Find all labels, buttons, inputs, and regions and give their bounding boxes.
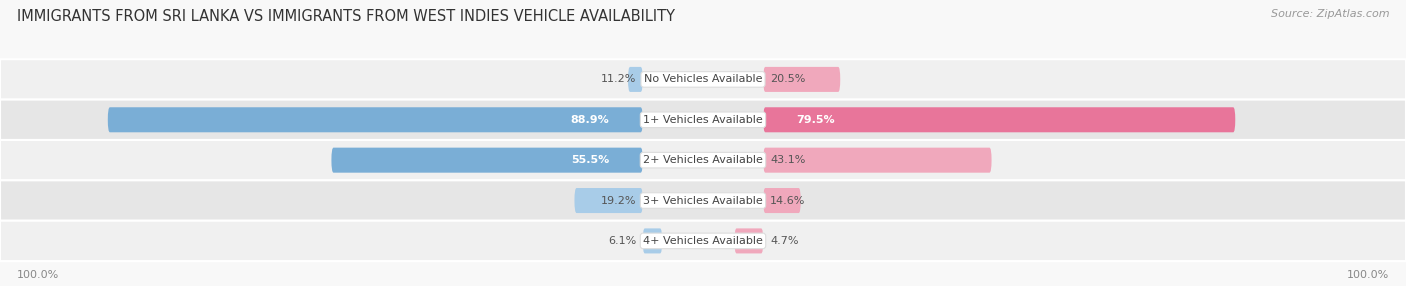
Text: No Vehicles Available: No Vehicles Available <box>644 74 762 84</box>
FancyBboxPatch shape <box>763 148 991 173</box>
FancyBboxPatch shape <box>0 59 1406 100</box>
Text: 11.2%: 11.2% <box>600 74 636 84</box>
Text: 19.2%: 19.2% <box>600 196 636 206</box>
Text: 20.5%: 20.5% <box>770 74 806 84</box>
FancyBboxPatch shape <box>108 107 643 132</box>
Text: 79.5%: 79.5% <box>797 115 835 125</box>
FancyBboxPatch shape <box>0 221 1406 261</box>
FancyBboxPatch shape <box>0 100 1406 140</box>
FancyBboxPatch shape <box>575 188 643 213</box>
Text: 6.1%: 6.1% <box>607 236 636 246</box>
Text: 100.0%: 100.0% <box>1347 270 1389 279</box>
Text: Source: ZipAtlas.com: Source: ZipAtlas.com <box>1271 9 1389 19</box>
FancyBboxPatch shape <box>0 140 1406 180</box>
Text: 4+ Vehicles Available: 4+ Vehicles Available <box>643 236 763 246</box>
FancyBboxPatch shape <box>763 67 841 92</box>
FancyBboxPatch shape <box>763 188 801 213</box>
Text: 1+ Vehicles Available: 1+ Vehicles Available <box>643 115 763 125</box>
Text: 14.6%: 14.6% <box>770 196 806 206</box>
Text: 43.1%: 43.1% <box>770 155 806 165</box>
Text: 2+ Vehicles Available: 2+ Vehicles Available <box>643 155 763 165</box>
FancyBboxPatch shape <box>643 229 662 253</box>
Text: 100.0%: 100.0% <box>17 270 59 279</box>
FancyBboxPatch shape <box>0 180 1406 221</box>
FancyBboxPatch shape <box>763 107 1236 132</box>
Text: 88.9%: 88.9% <box>571 115 609 125</box>
FancyBboxPatch shape <box>628 67 643 92</box>
Text: 55.5%: 55.5% <box>571 155 609 165</box>
FancyBboxPatch shape <box>734 229 763 253</box>
Text: 4.7%: 4.7% <box>770 236 799 246</box>
Text: IMMIGRANTS FROM SRI LANKA VS IMMIGRANTS FROM WEST INDIES VEHICLE AVAILABILITY: IMMIGRANTS FROM SRI LANKA VS IMMIGRANTS … <box>17 9 675 23</box>
Text: 3+ Vehicles Available: 3+ Vehicles Available <box>643 196 763 206</box>
FancyBboxPatch shape <box>332 148 643 173</box>
